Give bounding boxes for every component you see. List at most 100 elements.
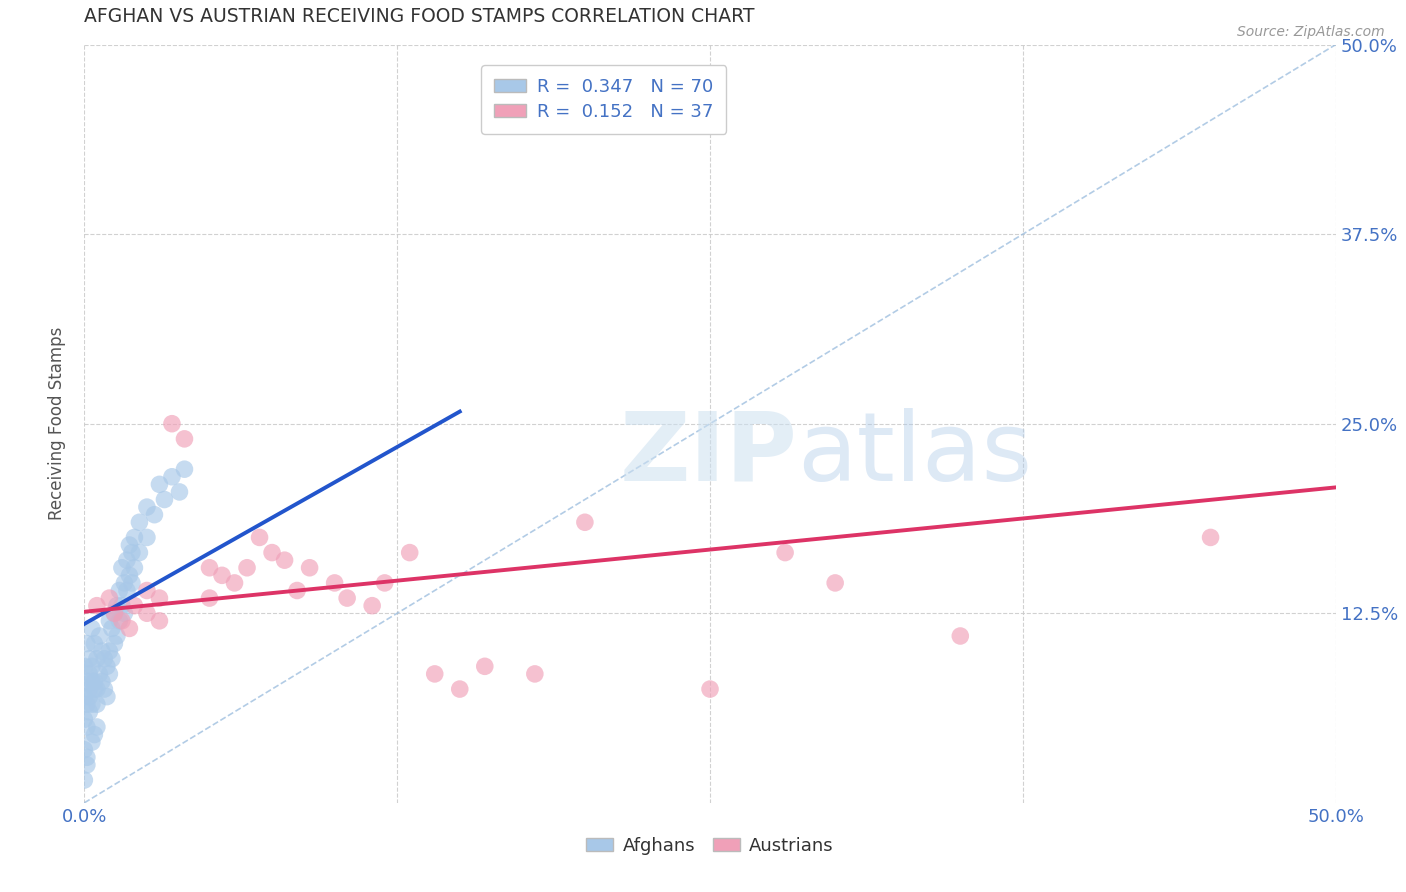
Point bbox=[93, 681, 115, 696]
Point bbox=[111, 614, 134, 628]
Point bbox=[474, 659, 496, 673]
Point bbox=[121, 545, 143, 560]
Point bbox=[79, 690, 101, 704]
Point bbox=[79, 681, 101, 696]
Point bbox=[105, 599, 128, 613]
Point bbox=[949, 629, 972, 643]
Point bbox=[93, 651, 115, 665]
Point bbox=[103, 607, 125, 621]
Point bbox=[336, 591, 359, 606]
Point bbox=[574, 516, 596, 530]
Point bbox=[73, 742, 96, 756]
Point bbox=[143, 508, 166, 522]
Point bbox=[198, 561, 221, 575]
Point bbox=[124, 561, 146, 575]
Point bbox=[824, 576, 846, 591]
Legend: Afghans, Austrians: Afghans, Austrians bbox=[579, 830, 841, 862]
Point bbox=[198, 591, 221, 606]
Point bbox=[118, 538, 141, 552]
Point bbox=[73, 772, 96, 788]
Point bbox=[80, 735, 103, 749]
Point bbox=[103, 607, 125, 621]
Point bbox=[105, 629, 128, 643]
Point bbox=[76, 674, 98, 689]
Point bbox=[108, 614, 131, 628]
Point bbox=[148, 477, 170, 491]
Point bbox=[79, 705, 101, 719]
Point bbox=[136, 583, 159, 598]
Point bbox=[273, 553, 295, 567]
Point bbox=[173, 462, 195, 476]
Point bbox=[98, 591, 121, 606]
Point bbox=[103, 637, 125, 651]
Point bbox=[111, 599, 134, 613]
Text: atlas: atlas bbox=[797, 408, 1033, 500]
Point bbox=[118, 621, 141, 635]
Point bbox=[374, 576, 396, 591]
Point bbox=[108, 583, 131, 598]
Point bbox=[86, 599, 108, 613]
Point bbox=[96, 659, 118, 673]
Point bbox=[89, 629, 111, 643]
Point bbox=[298, 561, 321, 575]
Point bbox=[86, 681, 108, 696]
Point bbox=[80, 674, 103, 689]
Point bbox=[148, 614, 170, 628]
Point bbox=[136, 607, 159, 621]
Point bbox=[98, 667, 121, 681]
Text: ZIP: ZIP bbox=[620, 408, 797, 500]
Point bbox=[211, 568, 233, 582]
Point bbox=[73, 712, 96, 726]
Point bbox=[136, 500, 159, 514]
Point bbox=[89, 667, 111, 681]
Point bbox=[173, 432, 195, 446]
Point bbox=[124, 599, 146, 613]
Point bbox=[121, 576, 143, 591]
Point bbox=[124, 530, 146, 544]
Point bbox=[111, 561, 134, 575]
Point bbox=[101, 621, 124, 635]
Point bbox=[423, 667, 446, 681]
Point bbox=[398, 545, 420, 560]
Point bbox=[83, 674, 105, 689]
Point bbox=[699, 681, 721, 696]
Y-axis label: Receiving Food Stamps: Receiving Food Stamps bbox=[48, 327, 66, 520]
Point bbox=[361, 599, 384, 613]
Point bbox=[86, 651, 108, 665]
Point bbox=[96, 690, 118, 704]
Point bbox=[86, 698, 108, 712]
Point bbox=[79, 667, 101, 681]
Point bbox=[76, 720, 98, 734]
Point bbox=[80, 621, 103, 635]
Point bbox=[90, 644, 112, 658]
Point bbox=[262, 545, 284, 560]
Point bbox=[169, 485, 191, 500]
Point bbox=[224, 576, 246, 591]
Point bbox=[115, 583, 138, 598]
Point bbox=[76, 637, 98, 651]
Point bbox=[80, 698, 103, 712]
Point bbox=[153, 492, 176, 507]
Text: AFGHAN VS AUSTRIAN RECEIVING FOOD STAMPS CORRELATION CHART: AFGHAN VS AUSTRIAN RECEIVING FOOD STAMPS… bbox=[84, 7, 755, 27]
Point bbox=[112, 576, 135, 591]
Point bbox=[112, 607, 135, 621]
Point bbox=[83, 728, 105, 742]
Point bbox=[323, 576, 346, 591]
Point bbox=[76, 698, 98, 712]
Point bbox=[101, 651, 124, 665]
Point bbox=[148, 591, 170, 606]
Point bbox=[86, 720, 108, 734]
Point bbox=[285, 583, 308, 598]
Point bbox=[773, 545, 796, 560]
Point bbox=[136, 530, 159, 544]
Point bbox=[83, 681, 105, 696]
Point bbox=[115, 553, 138, 567]
Point bbox=[76, 750, 98, 764]
Point bbox=[160, 417, 183, 431]
Point bbox=[76, 758, 98, 772]
Point bbox=[118, 568, 141, 582]
Point bbox=[128, 516, 150, 530]
Point bbox=[160, 469, 183, 483]
Point bbox=[1199, 530, 1222, 544]
Point bbox=[128, 545, 150, 560]
